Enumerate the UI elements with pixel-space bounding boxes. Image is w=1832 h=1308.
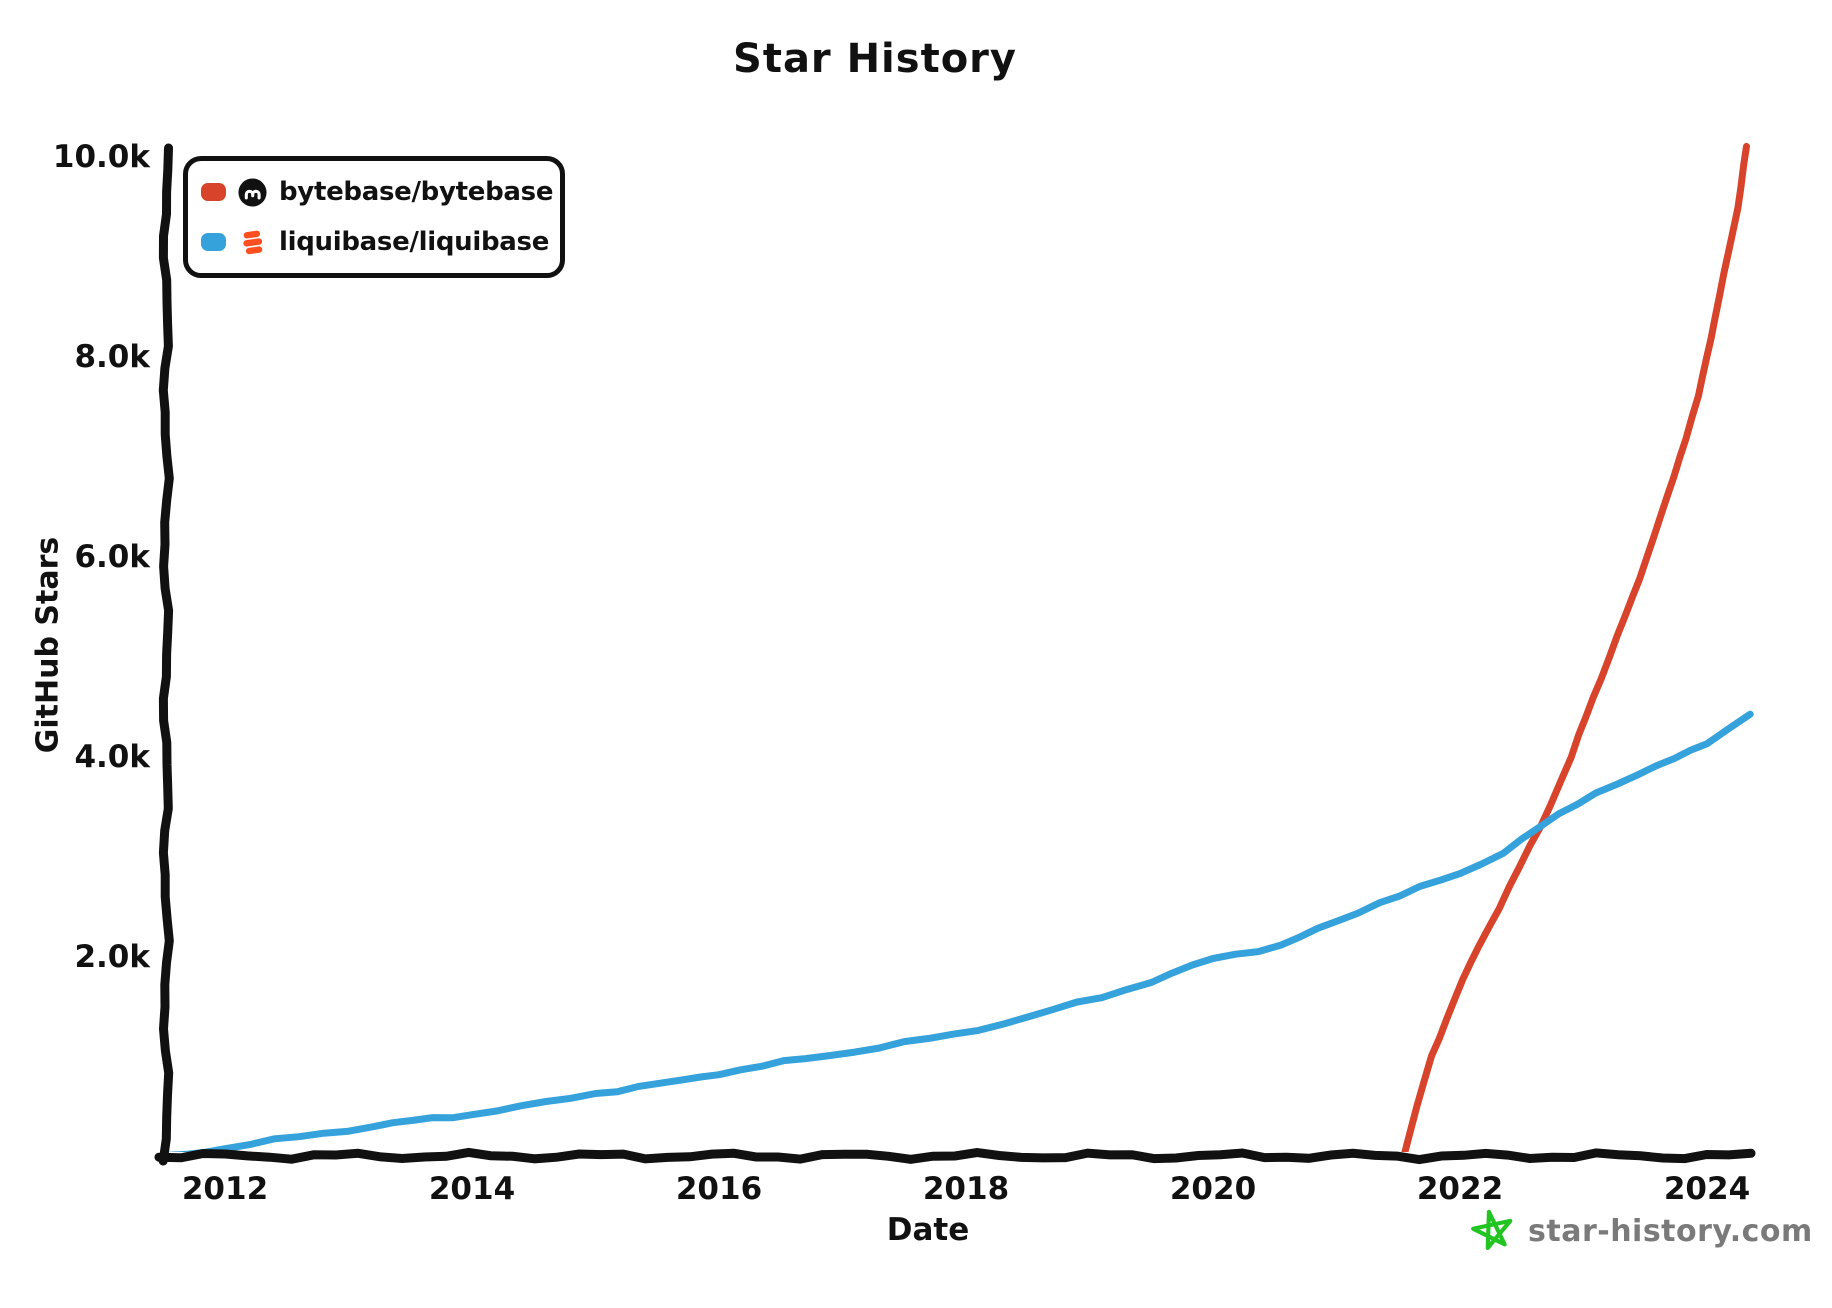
x-tick-label: 2024 xyxy=(1663,1171,1751,1207)
legend-label-liquibase: liquibase/liquibase xyxy=(279,227,550,257)
x-axis-line xyxy=(154,1147,1756,1165)
x-tick-label: 2012 xyxy=(181,1171,269,1207)
legend-label-bytebase: bytebase/bytebase xyxy=(279,177,554,207)
x-tick-label: 2018 xyxy=(922,1171,1010,1207)
series-line-bytebase xyxy=(1401,142,1750,1152)
y-tick-label: 6.0k xyxy=(74,539,150,575)
series-line-liquibase xyxy=(166,710,1754,1152)
watermark: star-history.com xyxy=(1470,1208,1813,1254)
star-icon xyxy=(1470,1208,1516,1254)
chart-title: Star History xyxy=(733,36,1017,82)
bytebase-avatar-icon xyxy=(237,177,268,208)
legend-item-liquibase: liquibase/liquibase xyxy=(201,220,560,264)
y-tick-label: 8.0k xyxy=(74,339,150,375)
watermark-text: star-history.com xyxy=(1528,1213,1813,1249)
bytebase-color-swatch xyxy=(201,183,226,201)
x-tick-label: 2022 xyxy=(1416,1171,1504,1207)
x-tick-label: 2020 xyxy=(1169,1171,1257,1207)
x-tick-label: 2014 xyxy=(428,1171,516,1207)
y-axis-line xyxy=(158,143,174,1166)
legend-item-bytebase: bytebase/bytebase xyxy=(201,170,560,214)
x-tick-label: 2016 xyxy=(675,1171,763,1207)
liquibase-color-swatch xyxy=(201,233,226,251)
y-tick-label: 10.0k xyxy=(52,139,150,175)
liquibase-logo-icon xyxy=(237,227,268,258)
x-axis-label: Date xyxy=(886,1212,970,1248)
y-tick-label: 2.0k xyxy=(74,939,150,975)
y-tick-label: 4.0k xyxy=(74,739,150,775)
legend-box: bytebase/bytebase liquibase/liquibase xyxy=(183,156,565,278)
